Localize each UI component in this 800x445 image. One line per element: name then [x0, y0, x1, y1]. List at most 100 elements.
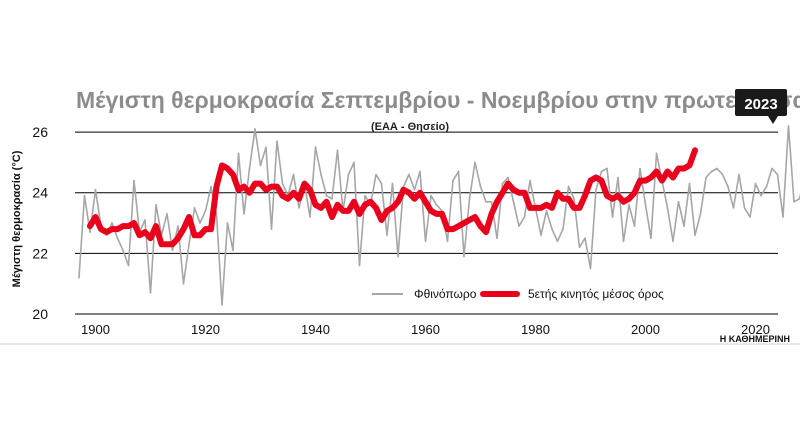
autumn-point-2020 — [754, 182, 757, 185]
autumn-point-1921 — [210, 185, 212, 188]
autumn-point-1925 — [232, 249, 234, 252]
autumn-point-1918 — [193, 207, 196, 209]
moving-average-point-2003 — [661, 179, 663, 182]
moving-average-point-1923 — [221, 164, 223, 167]
moving-average-point-1912 — [160, 243, 163, 246]
moving-average-point-2008 — [688, 164, 691, 167]
moving-average-point-1939 — [309, 188, 311, 191]
autumn-point-2023 — [771, 167, 773, 170]
moving-average-point-1913 — [166, 243, 168, 246]
autumn-point-1968 — [468, 198, 471, 200]
autumn-point-1929 — [254, 128, 256, 130]
autumn-point-1943 — [331, 198, 333, 200]
chart-title: Μέγιστη θερμοκρασία Σεπτεμβρίου - Νοεμβρ… — [76, 87, 800, 113]
autumn-point-1981 — [540, 234, 542, 236]
autumn-point-2015 — [727, 185, 729, 188]
moving-average-point-1943 — [331, 216, 333, 218]
autumn-point-1955 — [397, 255, 399, 258]
autumn-point-2022 — [765, 185, 768, 188]
moving-average-point-1904 — [116, 228, 119, 230]
autumn-point-1941 — [320, 173, 322, 176]
autumn-point-2026 — [787, 125, 790, 127]
autumn-point-1940 — [314, 146, 317, 148]
year-badge-box — [735, 89, 787, 116]
moving-average-point-2009 — [694, 149, 696, 152]
autumn-point-1954 — [391, 182, 394, 185]
autumn-point-1975 — [507, 176, 509, 179]
autumn-point-1961 — [430, 194, 432, 197]
autumn-point-2005 — [672, 240, 674, 242]
moving-average-point-1927 — [243, 185, 245, 188]
moving-average-point-1940 — [314, 204, 317, 206]
moving-average-point-1930 — [259, 182, 262, 185]
y-tick-22: 22 — [32, 245, 48, 261]
moving-average-point-1994 — [611, 198, 614, 200]
x-tick-1900: 1900 — [81, 322, 110, 337]
autumn-point-1932 — [270, 228, 273, 230]
autumn-point-1987 — [573, 198, 575, 200]
gridlines — [75, 131, 778, 315]
moving-average-point-2004 — [666, 170, 669, 173]
autumn-point-1928 — [248, 167, 251, 170]
autumn-point-2025 — [782, 216, 784, 218]
moving-average-point-1970 — [479, 225, 482, 227]
autumn-point-2019 — [749, 216, 751, 218]
autumn-point-2027 — [793, 201, 795, 203]
autumn-point-1922 — [215, 213, 218, 215]
moving-average-point-1962 — [435, 213, 438, 215]
autumn-point-1964 — [446, 240, 449, 242]
autumn-point-1930 — [259, 164, 262, 167]
autumn-point-1906 — [127, 264, 130, 267]
moving-average-point-1986 — [567, 198, 570, 200]
autumn-point-1917 — [188, 243, 190, 246]
autumn-point-1910 — [149, 292, 152, 294]
autumn-point-2016 — [732, 207, 735, 209]
moving-average-point-1967 — [463, 222, 465, 224]
moving-average-point-2006 — [677, 167, 680, 170]
moving-average-point-1984 — [556, 191, 559, 194]
moving-average-point-1933 — [276, 185, 278, 188]
moving-average-point-1955 — [397, 201, 399, 203]
autumn-point-2012 — [710, 170, 713, 173]
moving-average-point-1960 — [424, 201, 427, 203]
y-tick-20: 20 — [32, 306, 48, 322]
y-tick-24: 24 — [32, 185, 48, 201]
autumn-point-1996 — [622, 240, 625, 242]
autumn-point-1923 — [221, 304, 223, 306]
moving-average-point-1992 — [600, 179, 603, 182]
autumn-point-1897 — [78, 276, 80, 279]
year-badge-pointer — [768, 116, 778, 124]
chart-subtitle: (ΕΑΑ - Θησείο) — [371, 121, 449, 133]
moving-average-point-1977 — [518, 191, 520, 194]
moving-average-point-1980 — [534, 207, 537, 209]
autumn-point-2010 — [699, 213, 702, 215]
moving-average-point-1916 — [182, 228, 185, 230]
autumn-point-2000 — [644, 204, 647, 206]
autumn-point-1934 — [281, 182, 284, 185]
autumn-point-2013 — [716, 167, 718, 170]
moving-average-point-1956 — [402, 188, 405, 191]
autumn-point-1926 — [237, 152, 240, 155]
moving-average-point-1998 — [633, 191, 636, 194]
autumn-line — [78, 125, 800, 306]
moving-average-point-1936 — [292, 191, 295, 194]
moving-average-point-1982 — [545, 204, 548, 206]
moving-average-point-1976 — [512, 188, 515, 191]
moving-average-point-1917 — [188, 216, 190, 218]
autumn-point-1903 — [111, 222, 113, 224]
autumn-point-1904 — [116, 237, 119, 239]
x-tick-1920: 1920 — [191, 322, 220, 337]
y-tick-labels: 20 22 24 26 — [32, 124, 48, 322]
autumn-point-1985 — [562, 228, 564, 230]
autumn-point-1958 — [413, 188, 416, 191]
autumn-point-1947 — [353, 161, 355, 164]
x-tick-1940: 1940 — [301, 322, 330, 337]
autumn-point-1994 — [611, 216, 614, 218]
legend: Φθινόπωρο 5ετής κινητός μέσος όρος — [372, 287, 664, 301]
moving-average-point-1903 — [111, 228, 113, 230]
autumn-point-1920 — [204, 210, 207, 212]
moving-average-point-1934 — [281, 194, 284, 197]
moving-average-point-1942 — [325, 201, 328, 203]
moving-average-point-1924 — [226, 167, 229, 170]
